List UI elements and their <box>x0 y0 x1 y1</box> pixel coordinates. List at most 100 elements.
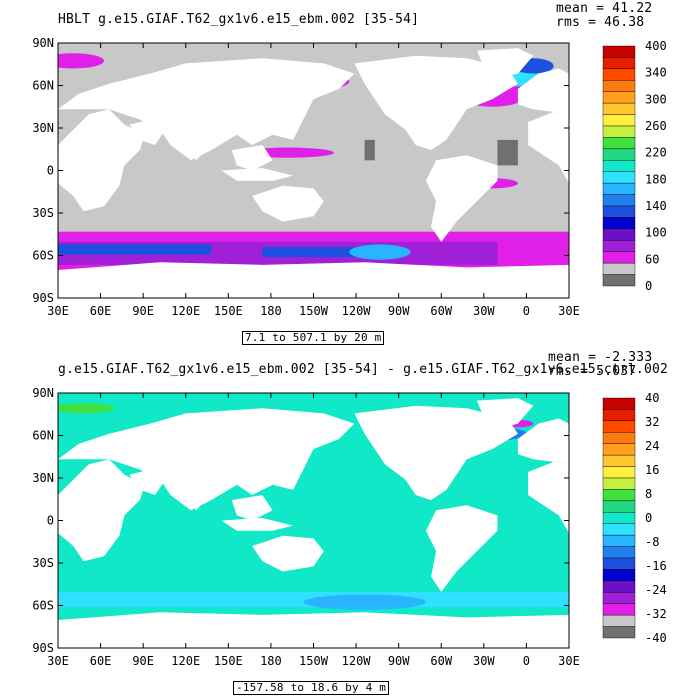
colorbar-label: 0 <box>645 279 652 293</box>
colorbar-swatch <box>602 182 636 195</box>
colorbar-swatch <box>602 546 636 559</box>
colorbar-label: -32 <box>645 607 667 621</box>
colorbar-swatch <box>602 454 636 467</box>
colorbar-swatch <box>602 148 636 161</box>
land-antarctica <box>58 612 569 648</box>
colorbar-swatch <box>602 125 636 138</box>
land-eurasia <box>58 58 355 161</box>
lon-tick-label: 0 <box>523 654 530 668</box>
lon-tick-label: 120W <box>342 654 372 668</box>
lon-tick-label: 120E <box>171 654 200 668</box>
colorbar-swatch <box>602 500 636 513</box>
colorbar-swatch <box>602 171 636 184</box>
colorbar-swatch <box>602 614 636 627</box>
colorbar-label: 180 <box>645 172 667 186</box>
land-australia <box>252 535 324 572</box>
land-europe <box>517 68 569 115</box>
land-antarctica <box>58 262 569 298</box>
colorbar-swatch <box>602 580 636 593</box>
colorbar-label: 400 <box>645 39 667 53</box>
land-north-america <box>354 55 518 151</box>
colorbar-swatch <box>602 91 636 104</box>
land-africa-west <box>528 111 569 184</box>
colorbar-swatch <box>602 194 636 207</box>
colorbar-swatch <box>602 626 636 639</box>
colorbar-swatch <box>602 80 636 92</box>
panel1-mean: mean = 41.22 <box>556 1 653 16</box>
lon-tick-label: 30E <box>47 654 69 668</box>
lon-tick-label: 120E <box>171 304 200 318</box>
pacific-coast-dark-strip <box>364 139 375 161</box>
panel1-title: HBLT g.e15.GIAF.T62_gx1v6.e15_ebm.002 [3… <box>58 12 420 27</box>
colorbar-swatch <box>602 274 636 287</box>
colorbar-swatch <box>602 557 636 570</box>
southern-ocean-blue-core-indian <box>58 244 212 255</box>
colorbar-swatch <box>602 569 636 582</box>
lon-tick-label: 60E <box>90 654 112 668</box>
colorbar-label: -16 <box>645 559 667 573</box>
lat-tick-label: 30N <box>32 121 54 135</box>
land-indonesia <box>221 517 294 531</box>
land-europe <box>517 418 569 465</box>
colorbar-swatch <box>602 251 636 264</box>
land-india <box>180 479 212 511</box>
colorbar-swatch <box>602 240 636 252</box>
colorbar-label: 32 <box>645 415 659 429</box>
lon-tick-label: 90E <box>132 304 154 318</box>
lon-tick-label: 150W <box>299 654 329 668</box>
lat-tick-label: 90S <box>32 291 54 305</box>
land-africa <box>58 109 145 212</box>
lon-tick-label: 150E <box>214 304 243 318</box>
lat-tick-label: 60S <box>32 249 54 263</box>
land-australia <box>252 185 324 222</box>
colorbar-swatch <box>602 160 636 172</box>
lat-tick-label: 30S <box>32 556 54 570</box>
land-se-asia <box>231 145 273 171</box>
colorbar-label: 340 <box>645 66 667 80</box>
colorbar-label: 220 <box>645 146 667 160</box>
colorbar-label: -40 <box>645 631 667 645</box>
land-arabia <box>129 469 166 495</box>
colorbar-swatch <box>602 228 636 241</box>
lon-tick-label: 30E <box>558 654 580 668</box>
panel2-range-label: -157.58 to 18.6 by 4 m <box>233 681 390 695</box>
lon-tick-label: 150E <box>214 654 243 668</box>
lon-tick-label: 120W <box>342 304 372 318</box>
land-eurasia <box>58 408 355 511</box>
colorbar-swatch <box>602 534 636 547</box>
colorbar-label: 260 <box>645 119 667 133</box>
land-south-america <box>425 505 498 592</box>
colorbar-swatch <box>602 57 636 70</box>
southern-ocean-cyan-patch <box>349 244 411 260</box>
lat-tick-label: 60N <box>32 429 54 443</box>
colorbar-swatch <box>602 523 636 536</box>
lat-tick-label: 0 <box>47 514 54 528</box>
colorbar-label: 140 <box>645 199 667 213</box>
lat-tick-label: 90S <box>32 641 54 655</box>
map-field <box>58 393 569 648</box>
colorbar-label: 16 <box>645 463 659 477</box>
colorbar-swatch <box>602 432 636 444</box>
colorbar-swatch <box>602 137 636 150</box>
lon-tick-label: 30E <box>47 304 69 318</box>
land-arabia <box>129 119 166 145</box>
panel2-mean: mean = -2.333 <box>548 350 653 365</box>
colorbar-swatch <box>602 397 636 410</box>
arctic-green <box>58 403 115 414</box>
lat-tick-label: 60N <box>32 79 54 93</box>
map-field <box>58 43 569 298</box>
arctic-magenta <box>58 53 104 69</box>
colorbar-swatch <box>602 512 636 524</box>
colorbar-swatch <box>602 420 636 433</box>
lat-tick-label: 30S <box>32 206 54 220</box>
colorbar-swatch <box>602 409 636 422</box>
lon-tick-label: 0 <box>523 304 530 318</box>
southern-ocean-blue-core-pacific <box>262 247 391 258</box>
colorbar: 400 340 300 260 220 180 140 100 60 0 <box>602 39 667 293</box>
colorbar-label: 24 <box>645 439 659 453</box>
lat-tick-label: 60S <box>32 599 54 613</box>
colorbar-swatch <box>602 489 636 502</box>
colorbar-label: 0 <box>645 511 652 525</box>
